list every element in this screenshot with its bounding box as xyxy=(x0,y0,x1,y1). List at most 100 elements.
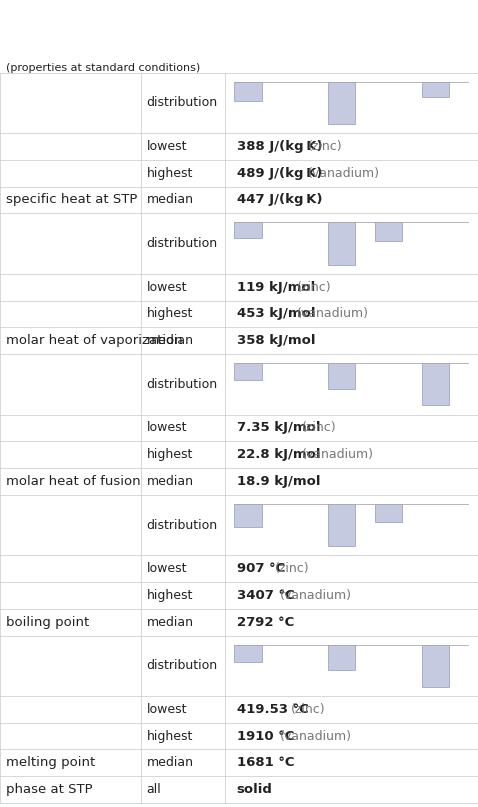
Bar xyxy=(141,723,225,750)
Bar xyxy=(225,354,478,415)
Bar xyxy=(0,750,141,776)
Text: phase at STP: phase at STP xyxy=(6,783,92,796)
Text: 388 J/(kg K): 388 J/(kg K) xyxy=(237,140,322,153)
Bar xyxy=(422,363,449,405)
Bar xyxy=(141,186,225,213)
Bar xyxy=(141,696,225,723)
Text: 1681 °C: 1681 °C xyxy=(237,756,294,769)
Bar xyxy=(225,415,478,441)
Text: distribution: distribution xyxy=(147,519,218,532)
Bar xyxy=(0,696,141,723)
Bar xyxy=(141,441,225,468)
Bar xyxy=(0,415,141,441)
Bar xyxy=(225,213,478,274)
Bar xyxy=(375,223,402,240)
Bar xyxy=(328,645,356,670)
Bar xyxy=(225,441,478,468)
Text: (zinc): (zinc) xyxy=(274,562,309,575)
Text: distribution: distribution xyxy=(147,96,218,110)
Bar xyxy=(234,645,262,662)
Text: median: median xyxy=(147,475,194,488)
Text: median: median xyxy=(147,756,194,769)
Bar xyxy=(225,160,478,186)
Bar xyxy=(225,300,478,328)
Bar xyxy=(0,328,141,354)
Text: (vanadium): (vanadium) xyxy=(296,307,369,320)
Text: melting point: melting point xyxy=(6,756,95,769)
Bar xyxy=(141,73,225,133)
Text: lowest: lowest xyxy=(147,281,187,294)
Text: distribution: distribution xyxy=(147,237,218,250)
Bar xyxy=(0,160,141,186)
Text: median: median xyxy=(147,334,194,347)
Bar xyxy=(0,608,141,635)
Text: (vanadium): (vanadium) xyxy=(302,448,374,461)
Bar xyxy=(225,696,478,723)
Bar xyxy=(234,223,262,237)
Bar xyxy=(234,82,262,101)
Bar xyxy=(0,635,141,696)
Text: median: median xyxy=(147,194,194,207)
Bar xyxy=(328,504,356,546)
Text: highest: highest xyxy=(147,589,193,602)
Bar xyxy=(0,441,141,468)
Bar xyxy=(0,300,141,328)
Bar xyxy=(328,223,356,265)
Text: lowest: lowest xyxy=(147,562,187,575)
Bar xyxy=(225,468,478,495)
Bar xyxy=(422,645,449,687)
Text: (properties at standard conditions): (properties at standard conditions) xyxy=(6,63,200,73)
Bar xyxy=(141,213,225,274)
Text: 7.35 kJ/mol: 7.35 kJ/mol xyxy=(237,421,320,434)
Text: distribution: distribution xyxy=(147,378,218,391)
Text: distribution: distribution xyxy=(147,659,218,672)
Bar xyxy=(141,328,225,354)
Text: molar heat of fusion: molar heat of fusion xyxy=(6,475,141,488)
Text: solid: solid xyxy=(237,783,272,796)
Bar xyxy=(0,186,141,213)
Bar xyxy=(225,776,478,803)
Text: specific heat at STP: specific heat at STP xyxy=(6,194,137,207)
Bar xyxy=(141,582,225,608)
Text: boiling point: boiling point xyxy=(6,616,89,629)
Text: (zinc): (zinc) xyxy=(302,421,337,434)
Text: 358 kJ/mol: 358 kJ/mol xyxy=(237,334,315,347)
Bar xyxy=(141,608,225,635)
Bar xyxy=(141,750,225,776)
Bar xyxy=(141,354,225,415)
Text: 907 °C: 907 °C xyxy=(237,562,285,575)
Bar xyxy=(0,213,141,274)
Bar xyxy=(0,495,141,555)
Bar xyxy=(225,274,478,300)
Text: (zinc): (zinc) xyxy=(291,703,326,716)
Bar xyxy=(0,133,141,160)
Text: 22.8 kJ/mol: 22.8 kJ/mol xyxy=(237,448,320,461)
Bar xyxy=(0,555,141,582)
Bar xyxy=(0,582,141,608)
Bar xyxy=(141,468,225,495)
Text: 447 J/(kg K): 447 J/(kg K) xyxy=(237,194,322,207)
Bar xyxy=(0,776,141,803)
Bar xyxy=(225,133,478,160)
Bar xyxy=(225,186,478,213)
Text: lowest: lowest xyxy=(147,140,187,153)
Bar xyxy=(0,723,141,750)
Bar xyxy=(141,555,225,582)
Bar xyxy=(141,495,225,555)
Bar xyxy=(225,73,478,133)
Text: (zinc): (zinc) xyxy=(296,281,331,294)
Bar xyxy=(141,635,225,696)
Bar xyxy=(141,300,225,328)
Bar xyxy=(225,555,478,582)
Text: highest: highest xyxy=(147,448,193,461)
Text: 3407 °C: 3407 °C xyxy=(237,589,294,602)
Bar xyxy=(225,328,478,354)
Bar xyxy=(234,363,262,380)
Text: 453 kJ/mol: 453 kJ/mol xyxy=(237,307,315,320)
Text: (zinc): (zinc) xyxy=(307,140,342,153)
Bar xyxy=(225,750,478,776)
Bar xyxy=(141,133,225,160)
Text: highest: highest xyxy=(147,307,193,320)
Bar xyxy=(0,73,141,133)
Bar xyxy=(0,468,141,495)
